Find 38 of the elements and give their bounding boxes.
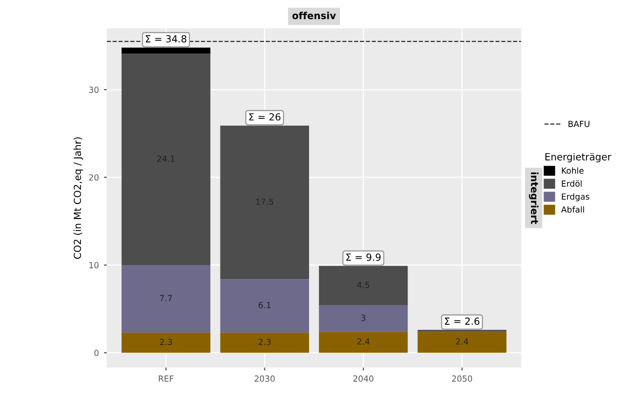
- bar: [122, 265, 210, 333]
- data-label: 6.1: [258, 302, 271, 308]
- legend-label: Erdgas: [562, 193, 590, 202]
- y-tick-label: 20: [89, 174, 99, 181]
- bar: [122, 332, 210, 353]
- legend-label: Kohle: [562, 167, 584, 174]
- data-label: 2.3: [258, 338, 271, 346]
- bar: [220, 126, 310, 280]
- bar: [122, 54, 210, 266]
- x-tick-label: REF: [158, 376, 174, 382]
- text: offensiv: [292, 12, 336, 20]
- total-label: Σ = 2.6: [445, 318, 480, 325]
- x-tick-label: 2050: [452, 375, 472, 382]
- bar: [318, 266, 408, 306]
- y-axis-title: CO2 (in Mt CO2,eq / Jahr): [74, 137, 83, 259]
- data-label: 2.4: [456, 338, 468, 345]
- bar: [318, 305, 408, 332]
- legend-label: BAFU: [568, 120, 590, 128]
- data-label: 3: [361, 314, 366, 321]
- data-label: 7.7: [160, 295, 172, 302]
- bar: [318, 332, 408, 353]
- legend-label: Abfall: [561, 206, 584, 213]
- legend-label: Erdöl: [562, 180, 582, 187]
- bar: [220, 332, 310, 353]
- bar: [220, 279, 310, 333]
- total-label: Σ = 9.9: [346, 253, 381, 261]
- x-tick-label: 2030: [254, 375, 275, 382]
- y-tick-label: 30: [89, 86, 99, 93]
- legend-title: Energieträger: [545, 152, 612, 162]
- bar: [418, 332, 506, 353]
- text: integriert: [528, 172, 538, 224]
- data-label: 2.3: [160, 338, 172, 346]
- total-label: Σ = 34.8: [146, 35, 186, 42]
- total-label: Σ = 26: [249, 113, 280, 121]
- y-tick-label: 0: [94, 350, 99, 356]
- x-tick-label: 2040: [353, 375, 374, 382]
- data-label: 2.4: [357, 338, 370, 345]
- y-tick-label: 10: [89, 262, 99, 268]
